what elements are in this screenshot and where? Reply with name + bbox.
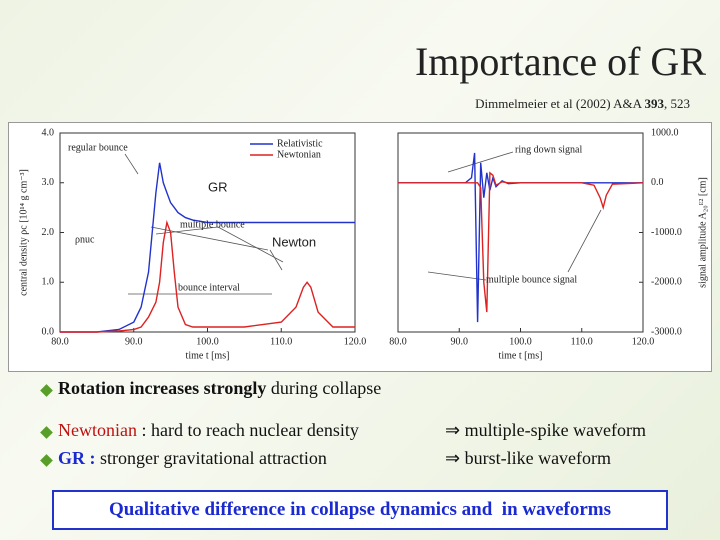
bullet-rest: : hard to reach nuclear density [136,420,359,440]
bullet-result: ⇒ multiple-spike waveform [445,420,647,440]
x-tick-label: 110.0 [270,336,292,347]
figure: 80.0 90.0 100.0 110.0 120.0 0.0 1.0 2.0 3.0 4.0 ti… [8,122,712,372]
arrow [217,226,284,263]
bullet-text: Newtonian : hard to reach nuclear densit… [58,420,359,441]
y-tick-label: -3000.0 [651,326,682,337]
y-tick-label: 0.0 [42,326,55,337]
summary-box: Qualitative difference in collapse dynam… [52,490,668,530]
annotation: multiple bounce [180,219,245,230]
y-tick-label: 4.0 [42,127,55,138]
bullet-text: Rotation increases strongly during colla… [58,378,381,399]
arrow [269,249,283,271]
x-tick-label: 100.0 [509,336,532,347]
annotation: bounce interval [178,282,240,293]
figure-frame [8,122,712,372]
x-tick-label: 120.0 [344,336,367,347]
y-tick-label: -2000.0 [651,277,682,288]
x-tick-label: 80.0 [389,336,407,347]
bullet-rest: stronger gravitational attraction [95,448,327,468]
arrows [124,151,602,295]
annotation: Newton [272,234,316,249]
bullet-marker [40,454,53,467]
annotation: ring down signal [515,144,582,155]
annotation: regular bounce [68,142,128,153]
arrow [155,226,219,235]
annotation: multiple bounce signal [486,274,577,285]
citation-volume: 393 [644,96,665,111]
slide-title: Importance of GR [414,39,706,84]
bullet-lead: Newtonian [58,420,137,440]
legend-label: Newtonian [277,149,321,160]
legend-label: Relativistic [277,138,323,149]
data-line [398,152,643,323]
x-tick-label: 90.0 [125,336,143,347]
x-tick-label: 120.0 [632,336,655,347]
data-line [398,171,644,313]
x-tick-label: 100.0 [196,336,219,347]
arrow [124,153,139,175]
x-tick-label: 80.0 [51,336,69,347]
x-axis-label: time t [ms] [499,350,543,361]
x-tick-label: 110.0 [571,336,593,347]
bullet-rest: during collapse [266,378,382,398]
citation: Dimmelmeier et al (2002) A&A 393, 523 [475,96,690,112]
bullet-lead: Rotation increases strongly [58,378,267,398]
y-axis-label: signal amplitude A₂₀ᴱ² [cm] [697,177,708,288]
y-tick-label: 2.0 [42,227,55,238]
annotation: GR [208,179,228,194]
citation-text: Dimmelmeier et al (2002) A&A [475,96,642,111]
data-line [60,219,355,333]
data-line [60,162,355,333]
citation-text: , 523 [664,96,690,111]
x-axis-label: time t [ms] [186,350,230,361]
arrow [447,151,514,173]
y-tick-label: -1000.0 [651,227,682,238]
arrow [567,209,602,273]
y-tick-label: 0.0 [651,177,664,188]
bullet-lead: GR : [58,448,96,468]
bullet-result: ⇒ burst-like waveform [445,448,612,468]
bullet-marker [40,384,53,397]
y-tick-label: 3.0 [42,177,55,188]
bullet-marker [40,426,53,439]
y-axis-label: central density ρc [10¹⁴ g cm⁻³] [18,169,29,296]
x-tick-label: 90.0 [451,336,469,347]
y-tick-label: 1000.0 [651,127,679,138]
y-tick-label: 1.0 [42,277,55,288]
annotation: ρnuc [75,234,95,245]
bullet-text: GR : stronger gravitational attraction [58,448,327,469]
